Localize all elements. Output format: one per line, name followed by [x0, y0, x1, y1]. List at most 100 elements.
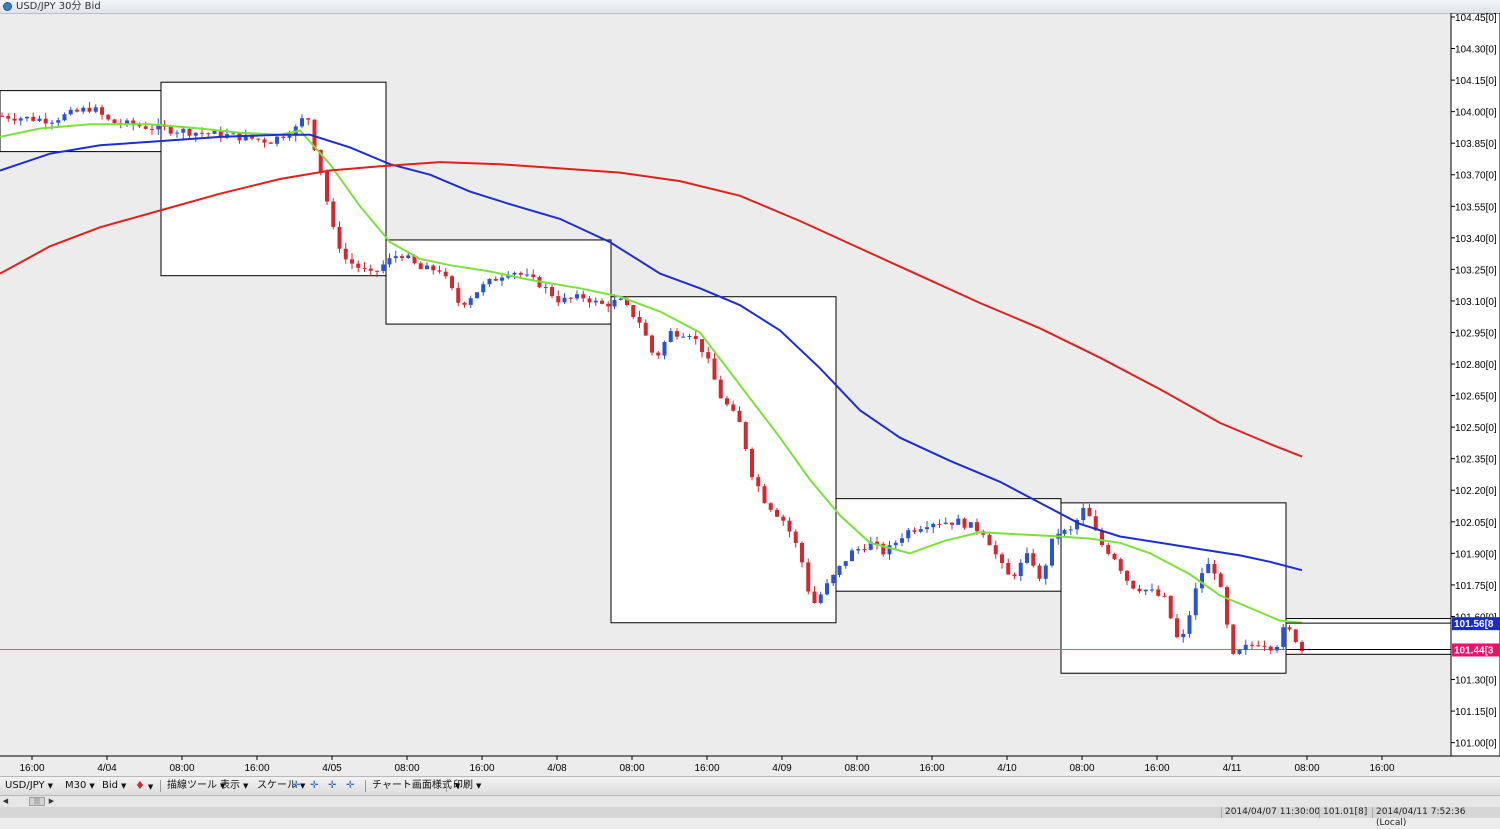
price-tick-label: 103.85[0]: [1455, 139, 1497, 150]
candle-body: [325, 171, 329, 202]
scroll-right-icon[interactable]: ▶: [48, 797, 55, 805]
candle-body: [787, 520, 792, 532]
candle-body: [1225, 587, 1229, 625]
candle-body: [637, 317, 642, 323]
candle-body: [800, 542, 804, 563]
candle-body: [6, 116, 11, 119]
candle-body: [1106, 545, 1111, 554]
candle-body: [600, 300, 604, 304]
candle-body: [275, 136, 279, 144]
zoom-out-button[interactable]: ✛: [310, 777, 318, 795]
candle-body: [831, 574, 836, 584]
session-box: [1060, 502, 1287, 674]
candle-body: [487, 278, 492, 285]
session-box: [610, 296, 837, 624]
price-label-text: 101.56[8: [1454, 619, 1494, 630]
candle-body: [412, 255, 417, 264]
candle-body: [806, 562, 811, 592]
candle-body: [1193, 588, 1198, 616]
candle-body: [12, 118, 17, 121]
candle-body: [500, 277, 504, 281]
time-tick-label: 16:00: [919, 763, 944, 774]
candle-body: [25, 116, 29, 119]
candle-body: [1050, 538, 1054, 566]
time-tick-label: 16:00: [469, 763, 494, 774]
scroll-left-icon[interactable]: ◀: [2, 797, 9, 805]
window-title: USD/JPY 30分 Bid: [16, 1, 101, 12]
view-menu[interactable]: 表示 ▼: [220, 780, 249, 791]
price-chart[interactable]: 104.45[0] 104.30[0] 104.15[0] 104.00[0] 103.…: [0, 13, 1500, 776]
price-tick-label: 102.80[0]: [1455, 360, 1497, 371]
candle-body: [400, 256, 404, 259]
candle-body: [618, 298, 623, 300]
candle-body: [856, 549, 861, 551]
symbol-selector[interactable]: USD/JPY ▼: [5, 780, 53, 791]
candle-body: [575, 294, 579, 299]
print-menu[interactable]: 印刷 ▼: [453, 780, 482, 791]
candle-body: [75, 109, 79, 112]
price-type-selector[interactable]: Bid ▼: [102, 780, 127, 791]
candle-body: [650, 335, 654, 353]
candle-body: [337, 226, 342, 249]
price-label-text: 101.44[3: [1454, 645, 1494, 656]
candle-body: [1118, 559, 1123, 571]
crosshair-icon: ✛: [328, 780, 337, 791]
candle-body: [231, 133, 236, 135]
candle-body: [556, 296, 561, 303]
price-tick-label: 102.20[0]: [1455, 486, 1497, 497]
candle-body: [1006, 563, 1011, 575]
timeframe-selector[interactable]: M30 ▼: [65, 780, 95, 791]
candle-body: [1150, 589, 1154, 591]
candle-body: [693, 335, 698, 340]
candle-body: [312, 119, 317, 150]
candle-body: [606, 303, 611, 307]
candle-body: [187, 128, 192, 136]
candle-body: [468, 298, 473, 305]
time-tick-label: 4/05: [322, 763, 342, 774]
candlesticks: [0, 101, 1304, 656]
candle-body: [281, 136, 286, 138]
candle-body: [356, 263, 361, 268]
price-tick-label: 101.75[0]: [1455, 581, 1497, 592]
candle-body: [1100, 530, 1104, 546]
status-start-time: 2014/04/07 11:30:00: [1221, 807, 1323, 818]
candle-body: [262, 139, 267, 143]
price-axis[interactable]: [1450, 13, 1500, 757]
candle-body: [68, 109, 73, 115]
candle-body: [493, 278, 498, 281]
candle-body: [675, 331, 679, 337]
chart-style-menu[interactable]: チャート画面様式 ▼: [372, 780, 461, 791]
candle-body: [1231, 624, 1236, 654]
time-tick-label: 08:00: [1294, 763, 1319, 774]
candle-body: [50, 122, 54, 124]
scale-menu[interactable]: スケール ▼: [257, 780, 306, 791]
candle-color-button[interactable]: ♦ ▼: [135, 777, 153, 795]
candle-body: [243, 134, 248, 141]
time-axis-ticks: 16:00 4/04 08:00 16:00 4/05 08:00 16:00 4/08 08:…: [19, 756, 1395, 774]
candle-body: [643, 322, 648, 336]
candle-body: [1043, 565, 1048, 579]
candle-body: [1075, 520, 1079, 530]
candle-body: [1268, 646, 1273, 651]
expand-button[interactable]: ✛: [328, 777, 336, 795]
candle-body: [687, 335, 692, 337]
toolbar-separator: [446, 780, 447, 792]
session-box: [835, 498, 1062, 592]
candle-body: [843, 561, 848, 566]
time-tick-label: 08:00: [394, 763, 419, 774]
drawing-tools-menu[interactable]: 描線ツール ▼: [167, 780, 226, 791]
candle-body: [1281, 627, 1286, 647]
candle-body: [743, 422, 748, 450]
candle-body: [306, 118, 311, 120]
candle-body: [931, 523, 936, 528]
candle-body: [193, 132, 198, 136]
candle-body: [1218, 573, 1223, 588]
candle-body: [331, 201, 336, 227]
candle-body: [131, 120, 136, 126]
candle-body: [150, 128, 154, 130]
scroll-thumb[interactable]: |||: [29, 797, 45, 806]
shrink-button[interactable]: ✛: [346, 777, 354, 795]
candle-body: [912, 530, 917, 532]
zoom-in-button[interactable]: ✛: [292, 777, 300, 795]
candle-body: [1081, 507, 1086, 521]
